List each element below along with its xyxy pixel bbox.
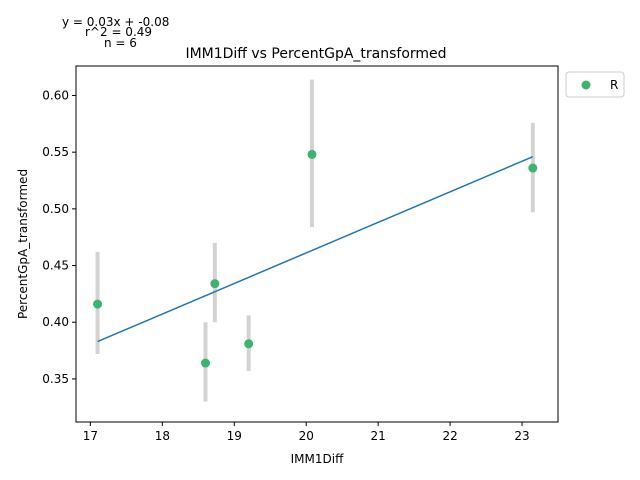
equation-annotation: y = 0.03x + -0.08 (62, 15, 169, 29)
y-axis-label: PercentGpA_transformed (16, 169, 30, 319)
y-tick-label: 0.45 (42, 259, 69, 273)
x-tick-label: 22 (442, 429, 457, 443)
data-point-1 (200, 358, 210, 368)
plot-area-frame (75, 65, 559, 423)
data-point-4 (307, 149, 317, 159)
x-tick-label: 18 (155, 429, 170, 443)
data-point-5 (528, 163, 538, 173)
x-axis-label: IMM1Diff (291, 452, 344, 466)
x-tick-label: 19 (227, 429, 242, 443)
n-annotation: n = 6 (104, 36, 137, 50)
x-tick-label: 21 (371, 429, 386, 443)
x-ticks: 17 18 19 20 21 22 23 (83, 422, 530, 443)
r-squared-annotation: r^2 = 0.49 (85, 25, 152, 39)
regression-line (97, 156, 534, 343)
data-point-2 (210, 279, 220, 289)
chart-title: IMM1Diff vs PercentGpA_transformed (185, 46, 446, 62)
data-point-0 (93, 299, 103, 309)
y-tick-label: 0.40 (42, 315, 69, 329)
y-tick-label: 0.55 (42, 145, 69, 159)
fit-line-layer (97, 156, 534, 343)
y-tick-label: 0.35 (42, 372, 69, 386)
y-ticks: 0.35 0.40 0.45 0.50 0.55 0.60 (42, 88, 76, 386)
legend-label-r: R (610, 78, 618, 92)
legend: R (565, 71, 625, 98)
y-tick-label: 0.50 (42, 202, 69, 216)
x-tick-label: 17 (83, 429, 98, 443)
errorbars-layer (95, 79, 535, 402)
legend-marker-r (581, 80, 591, 90)
x-tick-label: 20 (299, 429, 314, 443)
y-tick-label: 0.60 (42, 88, 69, 102)
data-point-3 (244, 339, 254, 349)
points-layer (93, 149, 538, 368)
x-tick-label: 23 (514, 429, 529, 443)
legend-box (565, 71, 625, 98)
